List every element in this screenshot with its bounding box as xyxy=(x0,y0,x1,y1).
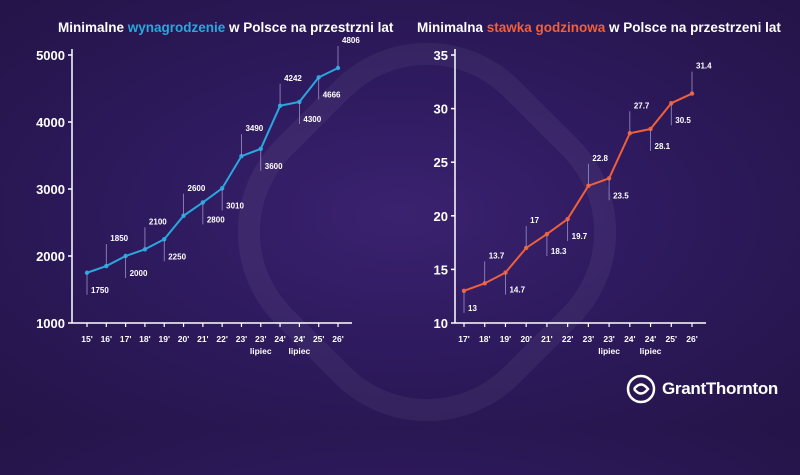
x-tick-label: 24' xyxy=(274,334,285,344)
logo-text: GrantThornton xyxy=(662,379,779,398)
y-tick-label: 5000 xyxy=(36,48,65,63)
x-tick-label: 19' xyxy=(500,334,511,344)
chart-2-title: Minimalna stawka godzinowa w Polsce na p… xyxy=(417,20,781,35)
data-label: 30.5 xyxy=(675,116,691,125)
data-point xyxy=(461,288,467,294)
data-label: 31.4 xyxy=(696,62,712,71)
data-label: 18.3 xyxy=(551,247,567,256)
x-tick-label: 18' xyxy=(139,334,150,344)
series-line xyxy=(86,67,339,274)
hourly-rate-chart: 10 15 20 25 30 35 17' 18' 19' 20' 21' 22' 23' 23' lipi… xyxy=(434,48,712,356)
x-tick-sublabel: lipiec xyxy=(640,346,662,356)
series-line xyxy=(463,92,693,292)
data-point xyxy=(689,91,695,96)
x-tick-sublabel: lipiec xyxy=(289,346,311,356)
data-label: 2600 xyxy=(188,184,206,193)
data-label: 27.7 xyxy=(634,101,650,110)
x-tick-label: 18' xyxy=(479,334,490,344)
x-tick-label: 25' xyxy=(666,334,677,344)
y-tick-label: 25 xyxy=(434,155,448,170)
chart-1-title: Minimalne wynagrodzenie w Polsce na prze… xyxy=(58,20,394,35)
data-label: 3490 xyxy=(245,124,263,133)
x-tick-label: 23' xyxy=(236,334,247,344)
y-tick-label: 3000 xyxy=(36,182,65,197)
data-label: 23.5 xyxy=(613,191,629,200)
grant-thornton-logo: GrantThornton xyxy=(626,374,778,404)
data-label: 28.1 xyxy=(655,142,671,151)
data-label: 19.7 xyxy=(572,232,588,241)
x-tick-label: 20' xyxy=(520,334,531,344)
data-label: 1850 xyxy=(110,234,128,243)
data-label: 17 xyxy=(530,216,539,225)
minimum-wage-chart: 1000 2000 3000 4000 5000 15' 16' 17' 18' 19' 20' 21… xyxy=(36,36,360,356)
y-tick-label: 4000 xyxy=(36,115,65,130)
x-tick-label: 17' xyxy=(458,334,469,344)
x-tick-label: 15' xyxy=(81,334,92,344)
y-tick-label: 20 xyxy=(434,209,448,224)
x-tick-label: 17' xyxy=(120,334,131,344)
data-label: 13 xyxy=(468,304,477,313)
data-label: 4300 xyxy=(303,115,321,124)
data-label: 3010 xyxy=(226,201,244,210)
x-tick-label: 24' xyxy=(645,334,656,344)
y-tick-label: 1000 xyxy=(36,316,65,331)
data-label: 14.7 xyxy=(509,286,525,295)
y-tick-label: 2000 xyxy=(36,249,65,264)
data-label: 1750 xyxy=(91,286,109,295)
data-label: 2800 xyxy=(207,215,225,224)
x-tick-label: 22' xyxy=(562,334,573,344)
x-tick-label: 26' xyxy=(332,334,343,344)
x-tick-label: 26' xyxy=(686,334,697,344)
data-point xyxy=(277,103,283,108)
x-tick-sublabel: lipiec xyxy=(598,346,620,356)
x-tick-label: 24' xyxy=(624,334,635,344)
x-tick-label: 23' xyxy=(603,334,614,344)
x-tick-label: 25' xyxy=(313,334,324,344)
data-label: 2250 xyxy=(168,252,186,261)
data-label: 4242 xyxy=(284,74,302,83)
x-tick-label: 23' xyxy=(255,334,266,344)
x-tick-label: 19' xyxy=(158,334,169,344)
x-tick-label: 24' xyxy=(294,334,305,344)
x-tick-label: 20' xyxy=(178,334,189,344)
x-tick-label: 21' xyxy=(197,334,208,344)
x-tick-label: 21' xyxy=(541,334,552,344)
data-label: 4806 xyxy=(342,36,360,45)
data-label: 22.8 xyxy=(592,154,608,163)
data-label: 2000 xyxy=(130,269,148,278)
data-label: 2100 xyxy=(149,217,167,226)
y-tick-label: 15 xyxy=(434,262,448,277)
x-tick-sublabel: lipiec xyxy=(250,346,272,356)
x-tick-label: 23' xyxy=(583,334,594,344)
grant-thornton-logo-icon xyxy=(626,374,656,404)
data-point xyxy=(503,270,508,275)
y-tick-label: 35 xyxy=(434,48,448,63)
data-label: 4666 xyxy=(323,90,341,99)
x-tick-label: 22' xyxy=(216,334,227,344)
y-tick-label: 30 xyxy=(434,102,448,117)
data-label: 3600 xyxy=(265,162,283,171)
y-tick-label: 10 xyxy=(434,316,448,331)
data-label: 13.7 xyxy=(489,251,505,260)
x-tick-label: 16' xyxy=(101,334,112,344)
